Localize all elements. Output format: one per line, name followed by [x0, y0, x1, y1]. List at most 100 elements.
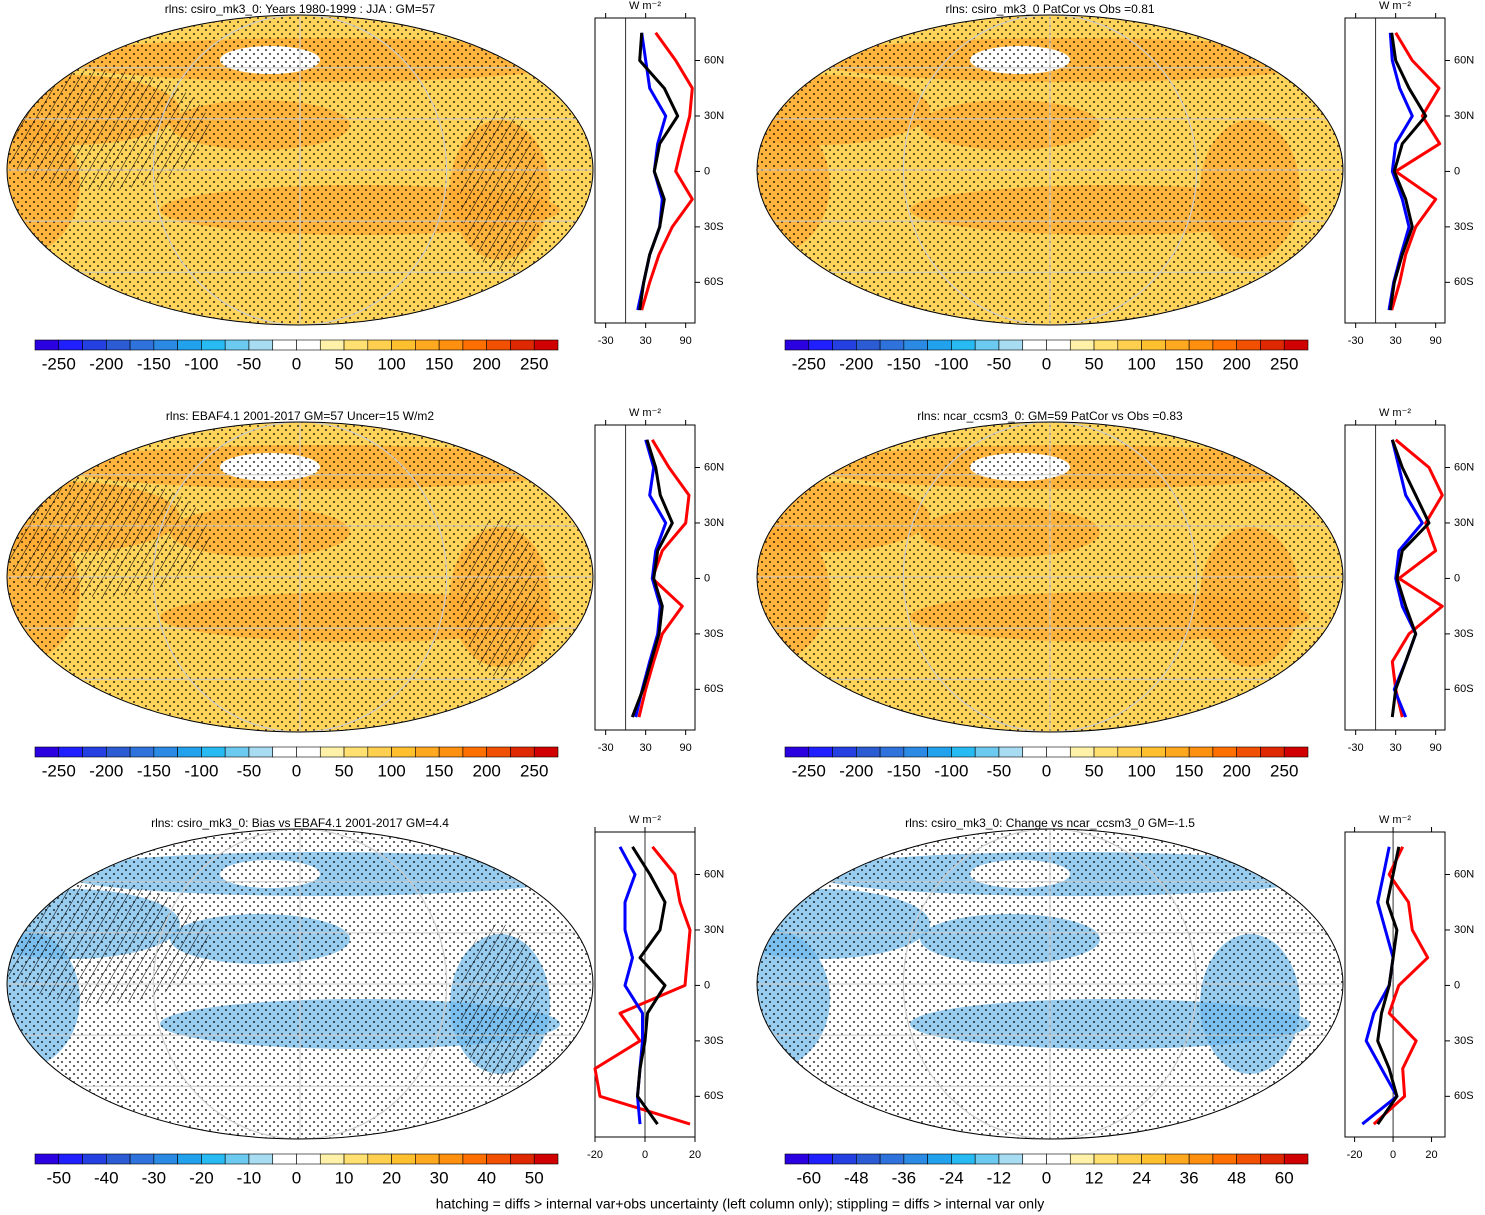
- colorbar-label: -100: [934, 761, 968, 780]
- colorbar-box: [533, 1153, 559, 1165]
- colorbar-box: [343, 339, 369, 351]
- y-tick-label: 30N: [704, 924, 724, 936]
- colorbar-box: [319, 1153, 345, 1165]
- colorbar-box: [272, 339, 297, 351]
- colorbar-box: [1188, 1153, 1214, 1165]
- profile-line: [1390, 439, 1431, 718]
- colorbar-box: [34, 746, 60, 758]
- panel-title: rlns: csiro_mk3_0: Bias vs EBAF4.1 2001-…: [151, 816, 449, 830]
- colorbar-box: [1117, 339, 1142, 351]
- colorbar-label: -150: [137, 354, 171, 373]
- colorbar-label: -250: [42, 761, 76, 780]
- y-tick-label: 60S: [704, 276, 724, 288]
- colorbar-box: [927, 339, 952, 351]
- colorbar-label: 150: [1175, 761, 1203, 780]
- colorbar-label: -50: [987, 761, 1012, 780]
- colorbar-box: [1046, 746, 1071, 758]
- colorbar-label: 50: [1085, 354, 1104, 373]
- colorbar-label: 0: [1042, 761, 1051, 780]
- hatching: [7, 884, 210, 1004]
- colorbar-label: -10: [237, 1168, 262, 1187]
- x-tick-label: 0: [1390, 1149, 1396, 1161]
- colorbar-label: -50: [987, 354, 1012, 373]
- colorbar-box: [438, 746, 464, 758]
- colorbar-box: [129, 1153, 155, 1165]
- colorbar-box: [367, 1153, 392, 1165]
- colorbar-box: [1022, 339, 1047, 351]
- hatching: [7, 70, 210, 190]
- y-tick-label: 60N: [704, 868, 724, 880]
- colorbar-label: 60: [1275, 1168, 1294, 1187]
- colorbar-label: -150: [887, 354, 921, 373]
- profile-line: [1388, 32, 1428, 311]
- hatching: [7, 477, 210, 597]
- colorbar-box: [808, 1153, 833, 1165]
- colorbar-box: [998, 746, 1024, 758]
- panel-title: rlns: csiro_mk3_0: Change vs ncar_ccsm3_…: [905, 816, 1195, 830]
- colorbar-box: [248, 339, 274, 351]
- x-tick-label: 20: [1425, 1149, 1437, 1161]
- colorbar-label: -48: [844, 1168, 869, 1187]
- colorbar-box: [927, 746, 952, 758]
- colorbar-label: 12: [1085, 1168, 1104, 1187]
- colorbar-label: -200: [839, 354, 873, 373]
- colorbar-label: -50: [46, 1168, 71, 1187]
- colorbar-box: [415, 339, 440, 351]
- colorbar-box: [201, 1153, 226, 1165]
- panel: rlns: csiro_mk3_0: Bias vs EBAF4.1 2001-…: [6, 814, 724, 1187]
- colorbar-box: [1046, 339, 1071, 351]
- colorbar-box: [1022, 746, 1047, 758]
- colorbar-box: [58, 746, 83, 758]
- colorbar-box: [1212, 746, 1237, 758]
- profile-line: [640, 31, 694, 311]
- colorbar-label: 0: [292, 761, 301, 780]
- panel: rlns: csiro_mk3_0 PatCor vs Obs =0.81 -25…: [756, 0, 1474, 373]
- y-tick-label: 30N: [1454, 517, 1474, 529]
- colorbar-label: -250: [792, 354, 826, 373]
- colorbar-label: 250: [520, 761, 548, 780]
- colorbar-box: [903, 1153, 928, 1165]
- colorbar-label: 200: [1222, 761, 1250, 780]
- y-tick-label: 30S: [704, 628, 724, 640]
- colorbar-box: [903, 746, 928, 758]
- hatching: [460, 924, 540, 1084]
- unit-label: W m⁻²: [629, 0, 661, 12]
- map-border: [6, 14, 594, 326]
- colorbar-label: 50: [335, 761, 354, 780]
- colorbar-box: [248, 746, 274, 758]
- colorbar-label: 48: [1227, 1168, 1246, 1187]
- colorbar-box: [1141, 339, 1166, 351]
- y-tick-label: 30S: [704, 1035, 724, 1047]
- colorbar-box: [951, 746, 976, 758]
- map-field: [7, 422, 593, 732]
- panel-title: rlns: ncar_ccsm3_0: GM=59 PatCor vs Obs …: [917, 409, 1183, 423]
- caption: hatching = diffs > internal var+obs unce…: [436, 1196, 1044, 1212]
- panel-title: rlns: csiro_mk3_0 PatCor vs Obs =0.81: [945, 2, 1154, 16]
- y-tick-label: 60S: [704, 683, 724, 695]
- colorbar-box: [82, 746, 107, 758]
- colorbar-label: -150: [137, 761, 171, 780]
- colorbar-box: [533, 339, 559, 351]
- profile-line: [631, 845, 667, 1125]
- colorbar-box: [1260, 746, 1285, 758]
- colorbar-label: 0: [1042, 354, 1051, 373]
- colorbar-box: [177, 339, 202, 351]
- colorbar-box: [1141, 1153, 1166, 1165]
- y-tick-label: 30N: [1454, 924, 1474, 936]
- colorbar-box: [1212, 1153, 1237, 1165]
- colorbar-box: [1069, 746, 1095, 758]
- colorbar-box: [1236, 746, 1261, 758]
- map-border: [756, 828, 1344, 1140]
- y-tick-label: 30S: [1454, 628, 1474, 640]
- colorbar-box: [879, 746, 905, 758]
- colorbar-box: [1093, 339, 1119, 351]
- x-tick-label: 90: [680, 742, 692, 754]
- colorbar-box: [296, 746, 321, 758]
- colorbar-box: [510, 1153, 535, 1165]
- colorbar-label: -40: [94, 1168, 119, 1187]
- colorbar-box: [1236, 1153, 1261, 1165]
- colorbar-box: [832, 1153, 857, 1165]
- x-tick-label: 30: [640, 742, 652, 754]
- colorbar-label: 0: [1042, 1168, 1051, 1187]
- colorbar-box: [784, 1153, 810, 1165]
